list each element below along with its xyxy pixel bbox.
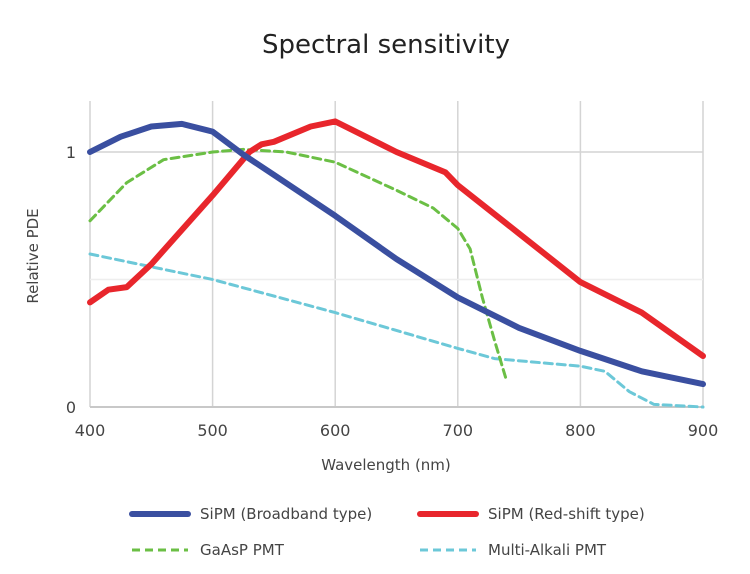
chart-title: Spectral sensitivity <box>262 30 510 60</box>
x-tick-label: 500 <box>197 421 228 440</box>
x-tick-label: 700 <box>443 421 474 440</box>
series-line-2 <box>87 118 706 359</box>
legend-label: SiPM (Red-shift type) <box>488 505 645 523</box>
y-tick-label: 0 <box>66 398 76 417</box>
x-axis-label: Wavelength (nm) <box>321 456 451 474</box>
x-tick-label: 900 <box>688 421 719 440</box>
series-line-4 <box>88 252 705 409</box>
x-tick-label: 600 <box>320 421 351 440</box>
series-line-3 <box>88 147 509 383</box>
legend-label: SiPM (Broadband type) <box>200 505 372 523</box>
legend-label: Multi-Alkali PMT <box>488 541 607 559</box>
legend-label: GaAsP PMT <box>200 541 285 559</box>
x-tick-label: 400 <box>75 421 106 440</box>
x-tick-label: 800 <box>565 421 596 440</box>
y-axis-label: Relative PDE <box>24 208 42 303</box>
y-tick-label: 1 <box>66 143 76 162</box>
series-line-1 <box>87 120 706 388</box>
